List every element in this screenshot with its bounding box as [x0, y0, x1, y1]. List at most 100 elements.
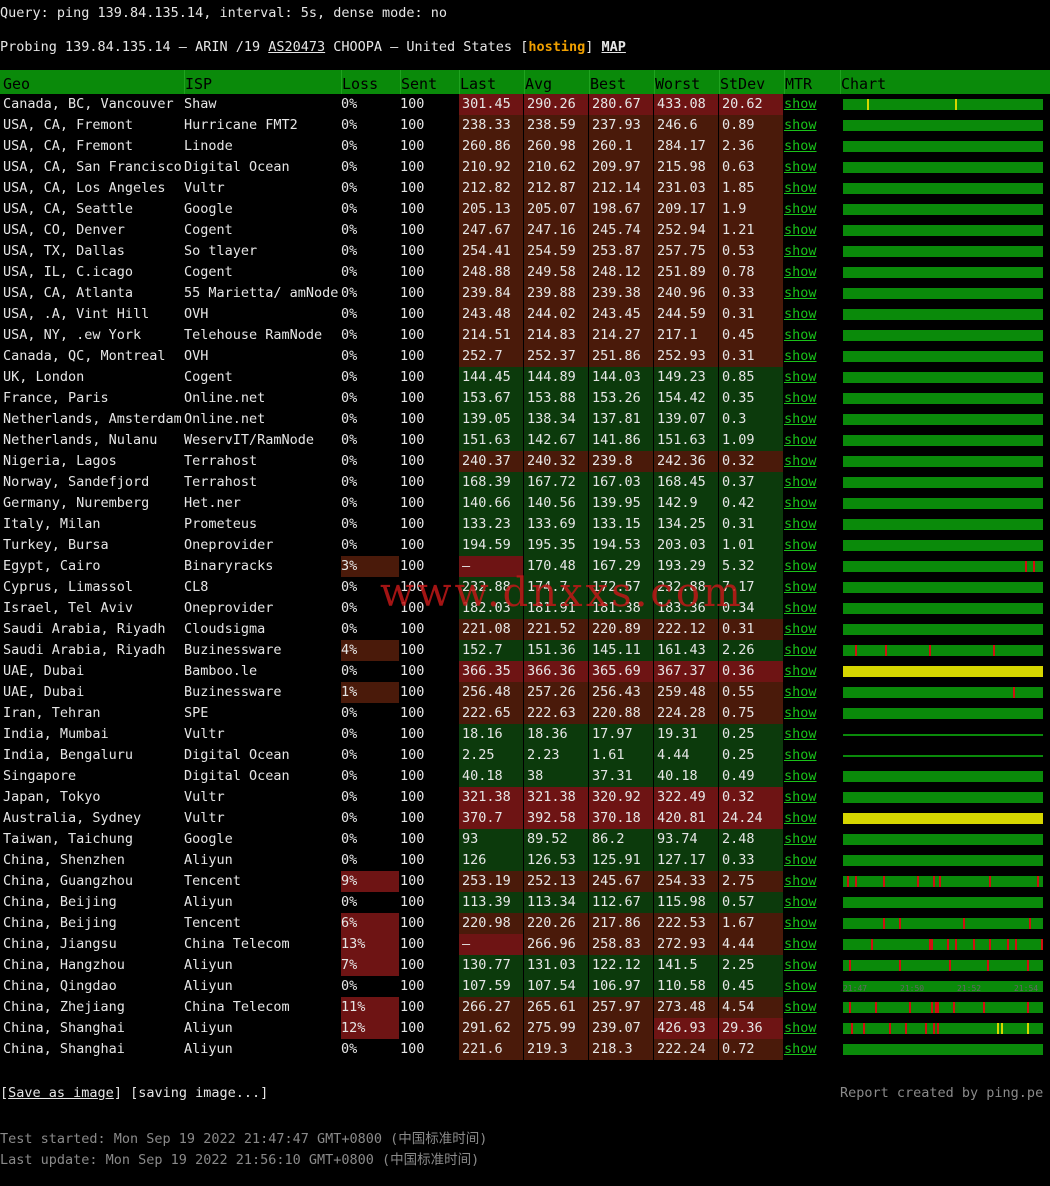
- cell-isp: Cogent: [184, 369, 233, 385]
- cell-last: 18.16: [459, 724, 523, 745]
- asn-link[interactable]: AS20473: [268, 39, 326, 55]
- latency-chart: [843, 330, 1043, 341]
- cell-loss: 0%: [341, 726, 358, 742]
- mtr-show-link[interactable]: show: [784, 348, 817, 364]
- mtr-show-link[interactable]: show: [784, 516, 817, 532]
- cell-isp: 55 Marietta/ amNode: [184, 285, 339, 301]
- table-row: Japan, Tokyo Vultr 0% 100 321.38 321.38 320.92…: [0, 787, 1050, 808]
- mtr-show-link[interactable]: show: [784, 474, 817, 490]
- mtr-show-link[interactable]: show: [784, 327, 817, 343]
- cell-last: 247.67: [459, 220, 523, 241]
- map-link[interactable]: MAP: [601, 39, 626, 55]
- cell-sent: 100: [400, 264, 425, 280]
- mtr-show-link[interactable]: show: [784, 432, 817, 448]
- mtr-show-link[interactable]: show: [784, 453, 817, 469]
- col-header-geo: Geo: [3, 75, 31, 93]
- cell-loss: 0%: [341, 117, 358, 133]
- mtr-show-link[interactable]: show: [784, 1020, 817, 1036]
- mtr-show-link[interactable]: show: [784, 138, 817, 154]
- cell-geo: Iran, Tehran: [3, 705, 101, 721]
- cell-geo: USA, CO, Denver: [3, 222, 125, 238]
- mtr-show-link[interactable]: show: [784, 96, 817, 112]
- cell-avg: 257.26: [524, 682, 588, 703]
- cell-worst: 322.49: [654, 787, 718, 808]
- cell-avg: 222.63: [524, 703, 588, 724]
- cell-avg: 195.35: [524, 535, 588, 556]
- cell-best: 220.88: [589, 703, 653, 724]
- mtr-show-link[interactable]: show: [784, 537, 817, 553]
- mtr-show-link[interactable]: show: [784, 705, 817, 721]
- chart-spike-mark: [997, 1023, 999, 1034]
- cell-stdev: 2.36: [719, 136, 783, 157]
- mtr-show-link[interactable]: show: [784, 663, 817, 679]
- mtr-show-link[interactable]: show: [784, 600, 817, 616]
- mtr-show-link[interactable]: show: [784, 999, 817, 1015]
- cell-last: 222.65: [459, 703, 523, 724]
- cell-sent: 100: [400, 810, 425, 826]
- latency-chart: [843, 246, 1043, 257]
- table-row: China, Guangzhou Tencent 9% 100 253.19 252.13…: [0, 871, 1050, 892]
- cell-worst: 4.44: [654, 745, 718, 766]
- mtr-show-link[interactable]: show: [784, 243, 817, 259]
- chart-loss-mark: [849, 1002, 851, 1013]
- mtr-show-link[interactable]: show: [784, 411, 817, 427]
- cell-sent: 100: [400, 306, 425, 322]
- cell-avg: 240.32: [524, 451, 588, 472]
- mtr-show-link[interactable]: show: [784, 1041, 817, 1057]
- cell-best: 214.27: [589, 325, 653, 346]
- cell-loss: 12%: [341, 1018, 399, 1039]
- cell-geo: India, Bengaluru: [3, 747, 134, 763]
- mtr-show-link[interactable]: show: [784, 579, 817, 595]
- mtr-show-link[interactable]: show: [784, 810, 817, 826]
- col-header-best: Best: [589, 70, 654, 94]
- cell-avg: 392.58: [524, 808, 588, 829]
- col-header-mtr: MTR: [784, 70, 841, 94]
- cell-avg: 266.96: [524, 934, 588, 955]
- mtr-show-link[interactable]: show: [784, 222, 817, 238]
- cell-worst: 252.93: [654, 346, 718, 367]
- latency-chart: [843, 1002, 1043, 1013]
- mtr-show-link[interactable]: show: [784, 495, 817, 511]
- mtr-show-link[interactable]: show: [784, 117, 817, 133]
- mtr-show-link[interactable]: show: [784, 831, 817, 847]
- mtr-show-link[interactable]: show: [784, 684, 817, 700]
- mtr-show-link[interactable]: show: [784, 390, 817, 406]
- mtr-show-link[interactable]: show: [784, 558, 817, 574]
- mtr-show-link[interactable]: show: [784, 642, 817, 658]
- mtr-show-link[interactable]: show: [784, 285, 817, 301]
- mtr-show-link[interactable]: show: [784, 957, 817, 973]
- cell-isp: Tencent: [184, 873, 241, 889]
- table-row: Cyprus, Limassol CL8 0% 100 232.88 174.7 172.5…: [0, 577, 1050, 598]
- cell-best: 181.38: [589, 598, 653, 619]
- cell-loss: 0%: [341, 411, 358, 427]
- mtr-show-link[interactable]: show: [784, 369, 817, 385]
- save-as-image-link[interactable]: Save as image: [8, 1085, 114, 1101]
- mtr-show-link[interactable]: show: [784, 852, 817, 868]
- cell-last: 321.38: [459, 787, 523, 808]
- cell-sent: 100: [400, 663, 425, 679]
- cell-stdev: 0.31: [719, 304, 783, 325]
- cell-avg: 2.23: [524, 745, 588, 766]
- cell-best: 153.26: [589, 388, 653, 409]
- mtr-show-link[interactable]: show: [784, 621, 817, 637]
- mtr-show-link[interactable]: show: [784, 180, 817, 196]
- mtr-show-link[interactable]: show: [784, 978, 817, 994]
- cell-avg: 89.52: [524, 829, 588, 850]
- mtr-show-link[interactable]: show: [784, 726, 817, 742]
- cell-isp: Bamboo.le: [184, 663, 258, 679]
- mtr-show-link[interactable]: show: [784, 768, 817, 784]
- mtr-show-link[interactable]: show: [784, 306, 817, 322]
- cell-geo: Australia, Sydney: [3, 810, 142, 826]
- mtr-show-link[interactable]: show: [784, 936, 817, 952]
- mtr-show-link[interactable]: show: [784, 873, 817, 889]
- mtr-show-link[interactable]: show: [784, 789, 817, 805]
- mtr-show-link[interactable]: show: [784, 915, 817, 931]
- cell-geo: Nigeria, Lagos: [3, 453, 117, 469]
- mtr-show-link[interactable]: show: [784, 264, 817, 280]
- cell-geo: Canada, QC, Montreal: [3, 348, 166, 364]
- mtr-show-link[interactable]: show: [784, 894, 817, 910]
- mtr-show-link[interactable]: show: [784, 159, 817, 175]
- cell-loss: 0%: [341, 894, 358, 910]
- mtr-show-link[interactable]: show: [784, 201, 817, 217]
- mtr-show-link[interactable]: show: [784, 747, 817, 763]
